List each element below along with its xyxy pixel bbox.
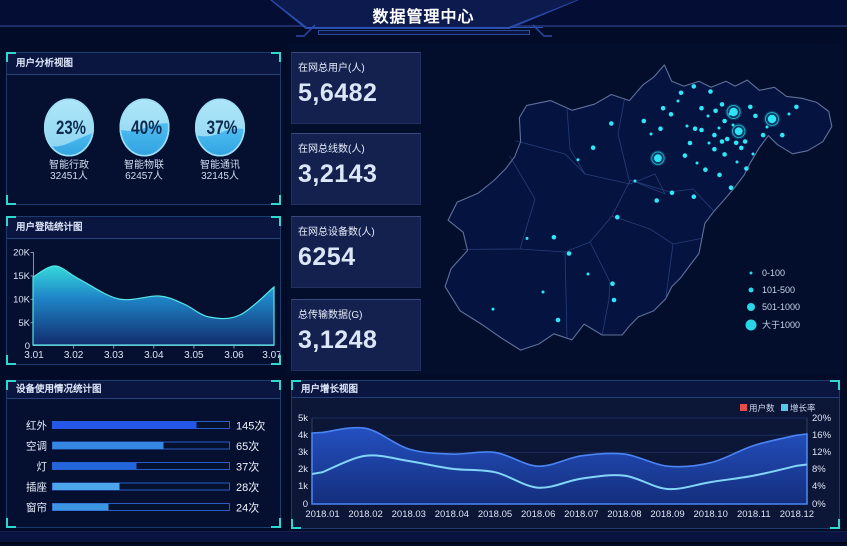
svg-text:3.07: 3.07 <box>262 350 280 361</box>
svg-text:8%: 8% <box>812 464 826 475</box>
svg-text:3.01: 3.01 <box>24 350 44 361</box>
svg-text:5K: 5K <box>18 318 30 329</box>
svg-text:2018.04: 2018.04 <box>435 509 469 520</box>
svg-text:窗帘: 窗帘 <box>26 501 47 514</box>
svg-text:101-500: 101-500 <box>762 285 795 295</box>
svg-text:16%: 16% <box>812 430 832 441</box>
svg-text:3.04: 3.04 <box>144 350 164 361</box>
svg-text:0: 0 <box>303 499 308 510</box>
svg-text:4%: 4% <box>812 481 826 492</box>
svg-text:1k: 1k <box>298 481 308 492</box>
svg-text:37次: 37次 <box>236 460 259 474</box>
svg-text:3.02: 3.02 <box>64 350 84 361</box>
svg-text:灯: 灯 <box>37 461 48 473</box>
svg-text:501-1000: 501-1000 <box>762 302 800 312</box>
svg-text:3k: 3k <box>298 447 308 458</box>
svg-text:2018.07: 2018.07 <box>564 509 598 520</box>
svg-text:0%: 0% <box>812 499 826 510</box>
svg-text:2018.11: 2018.11 <box>737 509 771 520</box>
svg-text:28次: 28次 <box>236 480 259 494</box>
svg-text:用户数: 用户数 <box>749 403 775 413</box>
svg-text:3.05: 3.05 <box>184 350 204 361</box>
svg-text:2k: 2k <box>298 464 308 475</box>
svg-text:10K: 10K <box>13 295 31 306</box>
svg-text:0-100: 0-100 <box>762 268 785 278</box>
svg-text:12%: 12% <box>812 447 832 458</box>
svg-text:15K: 15K <box>13 271 31 282</box>
svg-text:5k: 5k <box>298 413 308 424</box>
svg-text:2018.03: 2018.03 <box>392 509 426 520</box>
svg-text:40%: 40% <box>131 117 162 139</box>
svg-text:4k: 4k <box>298 430 308 441</box>
svg-text:20K: 20K <box>13 248 31 259</box>
svg-text:37%: 37% <box>207 117 238 139</box>
svg-text:3.03: 3.03 <box>104 350 124 361</box>
svg-text:插座: 插座 <box>26 481 47 494</box>
svg-text:大于1000: 大于1000 <box>762 319 800 330</box>
svg-text:增长率: 增长率 <box>790 403 816 413</box>
svg-text:红外: 红外 <box>26 419 47 432</box>
svg-text:23%: 23% <box>56 117 86 139</box>
svg-text:0: 0 <box>25 341 30 352</box>
svg-text:20%: 20% <box>812 413 832 424</box>
svg-text:2018.08: 2018.08 <box>607 509 641 520</box>
svg-text:145次: 145次 <box>236 419 265 433</box>
svg-text:2018.05: 2018.05 <box>478 509 512 520</box>
svg-text:2018.06: 2018.06 <box>521 509 555 520</box>
svg-text:2018.12: 2018.12 <box>780 509 814 520</box>
svg-text:2018.01: 2018.01 <box>305 509 339 520</box>
svg-text:3.06: 3.06 <box>224 350 244 361</box>
svg-text:2018.09: 2018.09 <box>650 509 684 520</box>
svg-text:65次: 65次 <box>236 439 259 453</box>
svg-text:空调: 空调 <box>26 440 47 453</box>
svg-text:2018.10: 2018.10 <box>694 509 728 520</box>
svg-text:24次: 24次 <box>236 501 259 515</box>
svg-text:2018.02: 2018.02 <box>348 509 382 520</box>
